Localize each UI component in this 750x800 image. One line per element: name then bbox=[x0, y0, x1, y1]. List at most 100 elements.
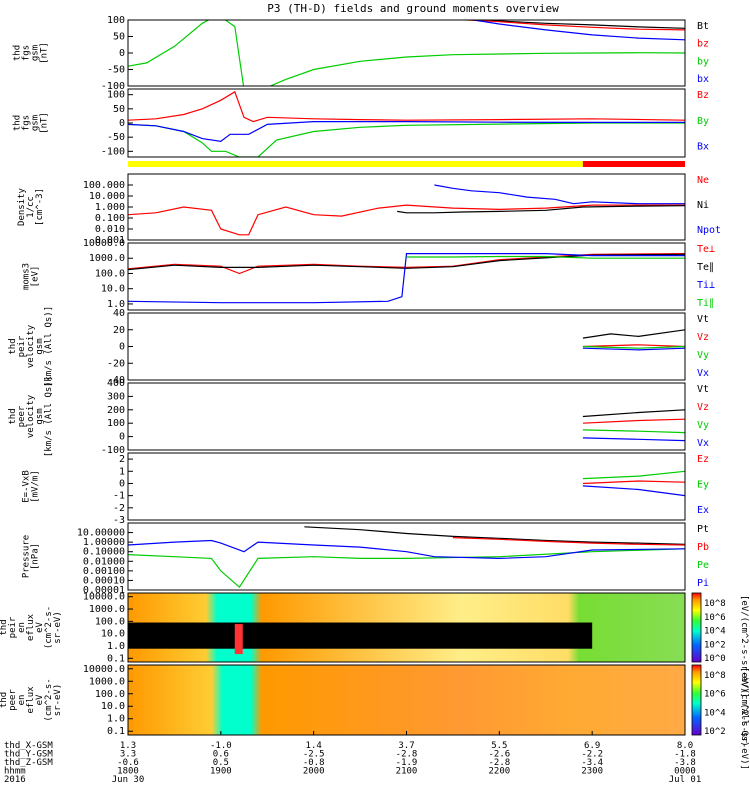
time-axis-row-label: hhmm bbox=[4, 767, 26, 777]
y-axis-label-line: [mV/m] bbox=[31, 470, 41, 503]
series-Ex-line bbox=[582, 485, 685, 497]
panel-density: 100.00010.0001.0000.1000.0100.001 Density… bbox=[17, 173, 721, 246]
y-tick-label: 10.0 bbox=[101, 701, 125, 712]
legend-entry-Ex: Ex bbox=[697, 505, 709, 516]
legend-entry-Ti⊥: Ti⊥ bbox=[697, 280, 715, 291]
time-axis-tick-label: -1.9 bbox=[396, 758, 418, 768]
y-tick-label: 0.100 bbox=[95, 213, 125, 224]
series-Vt-line bbox=[582, 329, 685, 339]
colorbar-tick-label: 10^8 bbox=[704, 599, 726, 609]
legend-entry-Ne: Ne bbox=[697, 175, 709, 186]
y-axis-label-line: thd bbox=[13, 115, 23, 131]
y-tick-label: 1.0 bbox=[107, 299, 125, 310]
panel-frame bbox=[127, 452, 686, 521]
panel-fgs_gsm_zoom: 100 50 0 -50 -100 thd fgs gsm [nT] Bz By Bx bbox=[13, 88, 709, 158]
y-tick-label: -3 bbox=[113, 515, 125, 526]
y-axis-label-line: 1/cc bbox=[26, 196, 36, 218]
y-tick-label: -100 bbox=[101, 445, 125, 456]
series-Te⊥-line bbox=[128, 253, 685, 275]
series-group bbox=[582, 470, 685, 497]
y-tick-label: 0.00010 bbox=[83, 575, 125, 586]
time-axis-tick-label: 2100 bbox=[396, 767, 418, 777]
series-Ni-line bbox=[397, 205, 685, 214]
y-axis-label-line: gsm bbox=[31, 115, 41, 131]
y-tick-label: 20 bbox=[113, 325, 125, 336]
time-axis-tick-label: -2.8 bbox=[396, 750, 418, 760]
panel-temperature: 10000.0 1000.0 100.0 10.0 1.0 moms3 [eV] Te⊥ Te∥… bbox=[22, 238, 715, 311]
legend-entry-Ez: Ez bbox=[697, 454, 709, 465]
colorbar-tick-label: 10^2 bbox=[704, 727, 726, 737]
y-axis-label-line: peir bbox=[8, 616, 18, 638]
time-axis-tick-label: -1.0 bbox=[210, 741, 232, 751]
y-axis-label-line: gsm bbox=[35, 408, 45, 424]
series-Vx-line bbox=[582, 437, 685, 442]
y-axis-label-line: eflux bbox=[26, 613, 36, 641]
series-group bbox=[128, 253, 685, 304]
legend-entry-Te∥: Te∥ bbox=[697, 262, 714, 273]
y-axis-label-line: thd bbox=[8, 408, 18, 424]
colorbar-tick-label: 10^4 bbox=[704, 708, 726, 718]
y-axis-label-line: peer bbox=[17, 405, 27, 427]
legend-entry-Bz: Bz bbox=[697, 90, 709, 101]
colorbar: 10^8 10^6 10^4 10^2 10^0 [eV/(cm^2-s-sr-eV)] … bbox=[691, 592, 749, 747]
y-tick-label: 0.00100 bbox=[83, 566, 125, 577]
y-axis-label-line: fgs bbox=[22, 115, 32, 131]
y-tick-label: 0 bbox=[119, 432, 125, 443]
series-Pb-line bbox=[452, 537, 685, 546]
series-Bx-line bbox=[128, 121, 685, 143]
y-tick-label: 100.000 bbox=[83, 180, 125, 191]
y-tick-label: 10.00000 bbox=[77, 528, 125, 539]
time-axis-row-label: thd_Y-GSM bbox=[4, 750, 53, 760]
panel-peir_spectrogram: 10^8 10^6 10^4 10^2 10^0 [eV/(cm^2-s-sr-eV)] … bbox=[0, 592, 749, 747]
time-axis-tick-label: 1.4 bbox=[306, 741, 322, 751]
y-tick-label: 1 bbox=[119, 466, 125, 477]
legend-entry-Ni: Ni bbox=[697, 200, 709, 211]
series-group bbox=[582, 409, 685, 442]
legend-entry-By: By bbox=[697, 116, 709, 127]
legend-entry-Ti∥: Ti∥ bbox=[697, 298, 714, 309]
y-tick-label: 1000.0 bbox=[89, 253, 125, 264]
time-axis-tick-label: 2300 bbox=[581, 767, 603, 777]
legend-entry-Vz: Vz bbox=[697, 402, 709, 413]
spectrogram-image bbox=[128, 665, 685, 735]
y-tick-label: 0.1 bbox=[107, 653, 125, 664]
y-axis-label-line: [km/s (All Qs)] bbox=[44, 306, 54, 387]
time-axis-tick-label: 1900 bbox=[210, 767, 232, 777]
y-axis-label-line: [nPa] bbox=[31, 543, 41, 570]
colorbar-tick-label: 10^2 bbox=[704, 640, 726, 650]
series-Ti⊥-line bbox=[128, 253, 685, 304]
time-axis: thd_X-GSMthd_Y-GSMthd_Z-GSMhhmm20161.33.… bbox=[4, 731, 701, 785]
mode-bar-slow bbox=[128, 161, 583, 167]
y-tick-label: -100 bbox=[101, 81, 125, 92]
panel-peir_velocity: 40 20 0 -20 -40 thd peir velocity gsm [km/s (All … bbox=[8, 306, 709, 387]
y-tick-label: 10.0 bbox=[101, 284, 125, 295]
time-axis-tick-label: Jul 01 bbox=[669, 775, 702, 785]
time-axis-row-label: thd_Z-GSM bbox=[4, 758, 53, 768]
y-axis-label-line: [km/s (All Qs)] bbox=[44, 376, 54, 457]
y-axis-label: thd fgs gsm [nT] bbox=[13, 42, 50, 64]
panel-pressure: 10.000001.000000.100000.010000.001000.00… bbox=[22, 522, 709, 596]
series-Pe-line bbox=[128, 548, 685, 589]
y-axis-label-line: fgs bbox=[22, 45, 32, 61]
y-tick-label: 0 bbox=[119, 118, 125, 129]
colorbar-tick-label: 10^4 bbox=[704, 627, 726, 637]
series-Npot-line bbox=[434, 184, 685, 205]
y-tick-label: 1.00000 bbox=[83, 537, 125, 548]
time-axis-tick-label: 3.3 bbox=[120, 750, 136, 760]
spectrogram-fill-low bbox=[128, 622, 593, 649]
y-axis-label-line: eV bbox=[35, 694, 45, 705]
y-axis-label-line: eflux bbox=[26, 686, 36, 714]
time-axis-tick-label: 2000 bbox=[303, 767, 325, 777]
panel-efield: 210 -1-2-3 E=-VxB [mV/m] Ez Ey Ex bbox=[22, 452, 709, 526]
time-axis-tick-label: -3.8 bbox=[674, 758, 696, 768]
series-Vz-line bbox=[582, 418, 685, 424]
legend-entry-Vy: Vy bbox=[697, 350, 709, 361]
y-axis-label: E=-VxB [mV/m] bbox=[22, 470, 41, 503]
y-tick-label: -50 bbox=[107, 65, 125, 76]
y-axis-label-line: sr-eV) bbox=[53, 611, 63, 644]
panel-frame bbox=[127, 242, 686, 311]
series-bx-line bbox=[470, 20, 685, 41]
series-Vx-line bbox=[582, 347, 685, 351]
y-axis-label-line: en bbox=[17, 695, 27, 706]
series-Vt-line bbox=[582, 409, 685, 418]
